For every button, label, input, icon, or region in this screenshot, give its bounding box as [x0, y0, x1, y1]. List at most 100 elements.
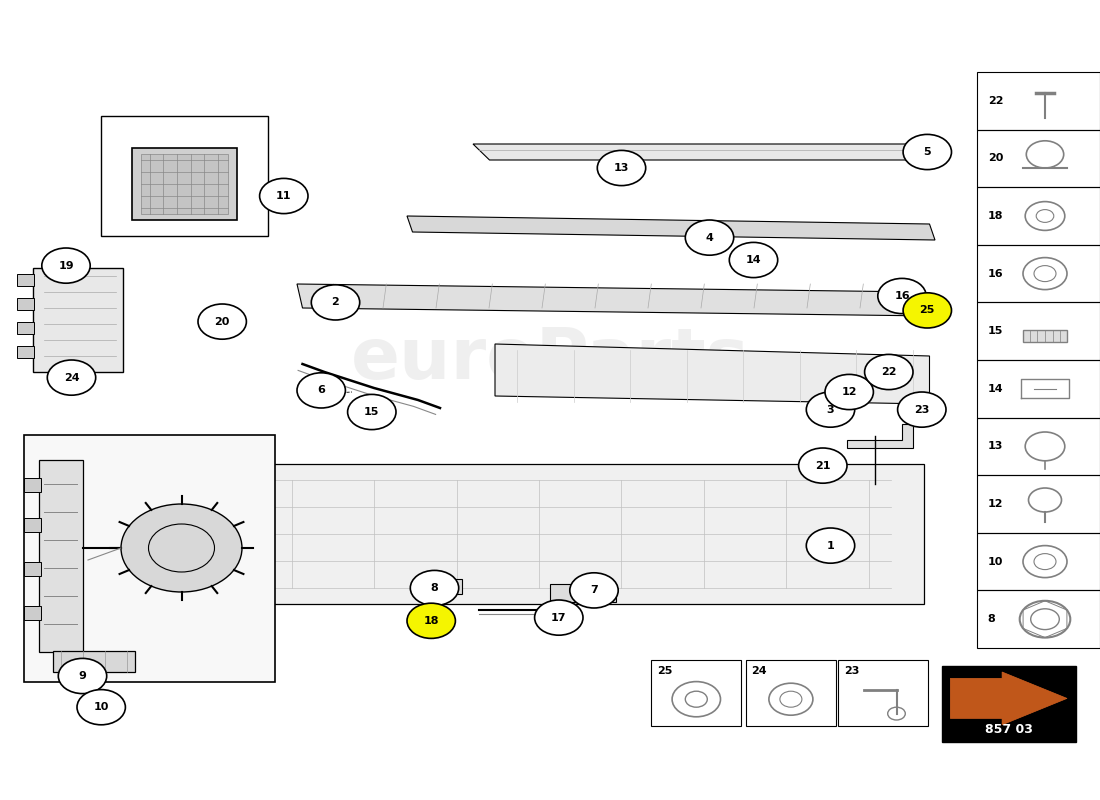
Circle shape	[878, 278, 926, 314]
Circle shape	[42, 248, 90, 283]
Bar	[977, 72, 1100, 130]
Bar	[746, 660, 836, 726]
Bar	[977, 590, 1100, 648]
Text: 14: 14	[988, 384, 1003, 394]
Bar	[977, 475, 1100, 533]
Text: 15: 15	[364, 407, 380, 417]
Text: 12: 12	[988, 499, 1003, 509]
Text: 19: 19	[58, 261, 74, 270]
Circle shape	[799, 448, 847, 483]
Polygon shape	[236, 464, 924, 604]
Circle shape	[825, 374, 873, 410]
Circle shape	[47, 360, 96, 395]
Bar	[132, 148, 236, 220]
Circle shape	[685, 220, 734, 255]
Circle shape	[121, 504, 242, 592]
Text: 16: 16	[894, 291, 910, 301]
Text: 17: 17	[551, 613, 566, 622]
Circle shape	[348, 394, 396, 430]
Text: 5: 5	[924, 147, 931, 157]
Circle shape	[260, 178, 308, 214]
Circle shape	[903, 134, 952, 170]
Bar	[977, 360, 1100, 418]
Bar	[141, 154, 228, 214]
Text: 9: 9	[78, 671, 87, 681]
Circle shape	[806, 392, 855, 427]
Bar	[24, 606, 41, 620]
Bar	[977, 130, 1100, 187]
Polygon shape	[847, 424, 913, 448]
Bar	[33, 268, 123, 372]
Text: 20: 20	[214, 317, 230, 326]
Bar	[16, 322, 34, 334]
Circle shape	[311, 285, 360, 320]
Text: 15: 15	[988, 326, 1003, 336]
Circle shape	[198, 304, 246, 339]
Bar	[977, 302, 1100, 360]
Bar	[977, 418, 1100, 475]
Text: 10: 10	[988, 557, 1003, 566]
Text: 14: 14	[746, 255, 761, 265]
Circle shape	[570, 573, 618, 608]
Circle shape	[407, 603, 455, 638]
Text: 12: 12	[842, 387, 857, 397]
Circle shape	[58, 658, 107, 694]
Text: 13: 13	[988, 442, 1003, 451]
Text: 7: 7	[590, 586, 598, 595]
Text: 22: 22	[988, 96, 1003, 106]
Bar	[977, 533, 1100, 590]
Bar	[24, 435, 275, 682]
Text: a passion for parts since 1985: a passion for parts since 1985	[349, 464, 663, 528]
Circle shape	[903, 293, 952, 328]
Text: 10: 10	[94, 702, 109, 712]
Bar	[550, 584, 616, 602]
Text: 25: 25	[657, 666, 672, 677]
Text: 4: 4	[705, 233, 714, 242]
Text: 18: 18	[424, 616, 439, 626]
Text: 13: 13	[614, 163, 629, 173]
Bar	[24, 518, 41, 532]
Bar	[977, 187, 1100, 245]
Text: euroParts: euroParts	[351, 326, 749, 394]
Text: 18: 18	[988, 211, 1003, 221]
Polygon shape	[39, 460, 82, 652]
Text: 2: 2	[331, 298, 340, 307]
Bar	[977, 245, 1100, 302]
Bar	[838, 660, 928, 726]
Polygon shape	[950, 672, 1067, 725]
Text: 22: 22	[881, 367, 896, 377]
Circle shape	[297, 373, 345, 408]
Circle shape	[806, 528, 855, 563]
Bar	[942, 666, 1076, 742]
Text: 857 03: 857 03	[984, 723, 1033, 736]
Text: 23: 23	[914, 405, 929, 414]
Text: 8: 8	[430, 583, 439, 593]
Polygon shape	[473, 144, 946, 160]
Bar	[651, 660, 741, 726]
Text: 21: 21	[815, 461, 830, 470]
Bar	[24, 562, 41, 576]
Polygon shape	[495, 344, 930, 404]
Polygon shape	[297, 284, 933, 316]
Bar	[101, 116, 268, 236]
Text: 1: 1	[826, 541, 835, 550]
Bar	[424, 579, 462, 594]
Circle shape	[729, 242, 778, 278]
Text: 24: 24	[64, 373, 79, 382]
Bar	[1023, 330, 1067, 342]
Bar	[53, 651, 135, 672]
Text: 6: 6	[317, 386, 326, 395]
Text: 23: 23	[844, 666, 859, 677]
Circle shape	[410, 570, 459, 606]
Circle shape	[597, 150, 646, 186]
Text: 3: 3	[827, 405, 834, 414]
Circle shape	[535, 600, 583, 635]
Bar	[24, 478, 41, 492]
Text: 8: 8	[988, 614, 996, 624]
Text: 24: 24	[751, 666, 767, 677]
Bar	[16, 274, 34, 286]
Circle shape	[865, 354, 913, 390]
Text: 20: 20	[988, 154, 1003, 163]
Text: 25: 25	[920, 306, 935, 315]
Text: 11: 11	[276, 191, 292, 201]
